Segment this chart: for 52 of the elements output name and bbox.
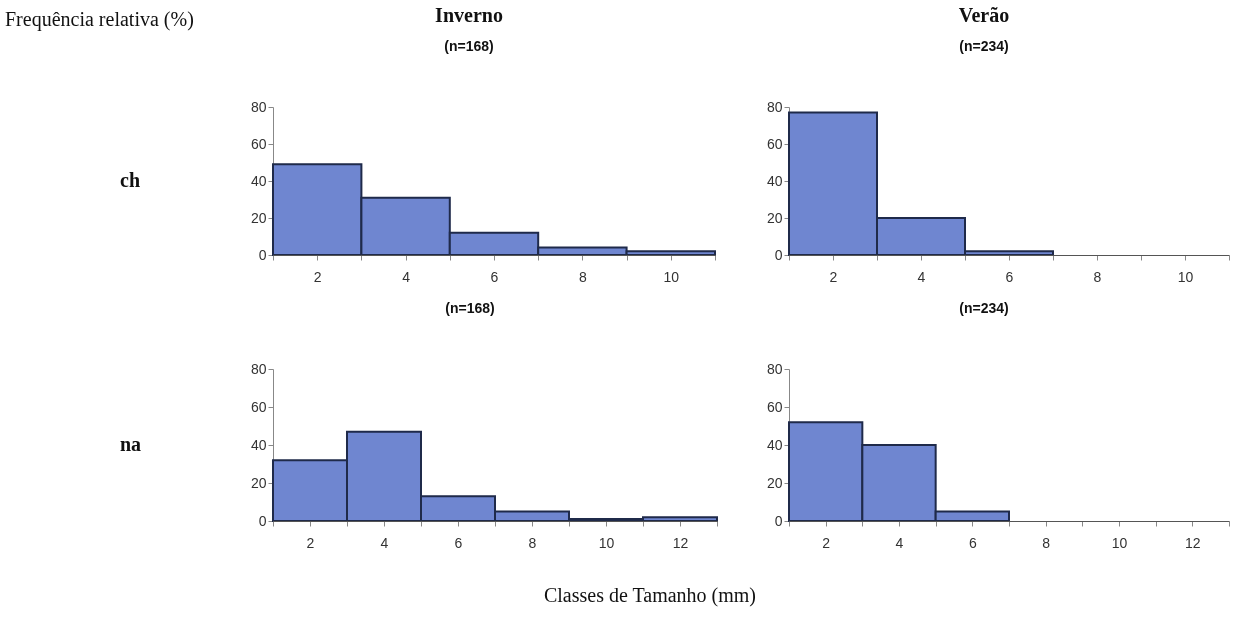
chart-subtitle: (n=234) — [959, 38, 1009, 54]
chart-title: Verão — [958, 4, 1010, 27]
x-tick-label: 8 — [579, 268, 587, 285]
y-tick-label: 20 — [766, 474, 783, 491]
x-tick-label: 10 — [663, 268, 680, 285]
y-tick-label: 20 — [250, 474, 267, 491]
x-tick-label: 6 — [490, 268, 499, 285]
x-tick-label: 8 — [1093, 268, 1102, 285]
chart-subtitle: (n=168) — [445, 300, 495, 316]
y-axis-title: na — [120, 433, 142, 456]
x-tick-label: 10 — [1111, 534, 1128, 551]
x-tick-label: 4 — [895, 534, 904, 551]
x-tick-label: 4 — [402, 268, 411, 285]
x-tick-label: 4 — [380, 534, 389, 551]
x-tick-label: 12 — [1185, 534, 1201, 551]
x-tick-label: 2 — [829, 268, 838, 285]
y-axis-title: ch — [120, 169, 140, 192]
x-tick-label: 2 — [313, 268, 322, 285]
y-tick-label: 80 — [766, 360, 783, 377]
y-tick-label: 0 — [774, 512, 783, 529]
x-tick-label: 8 — [528, 534, 537, 551]
y-tick-label: 40 — [250, 172, 267, 189]
x-tick-label: 6 — [454, 534, 463, 551]
y-tick-label: 80 — [250, 360, 267, 377]
chart-subtitle: (n=168) — [444, 38, 494, 54]
y-tick-label: 40 — [766, 172, 783, 189]
x-tick-label: 10 — [598, 534, 615, 551]
y-tick-label: 20 — [250, 209, 267, 226]
y-tick-label: 80 — [766, 98, 783, 115]
y-tick-label: 60 — [250, 135, 267, 152]
x-tick-label: 2 — [822, 534, 831, 551]
y-tick-label: 0 — [774, 246, 783, 263]
y-tick-label: 60 — [766, 398, 783, 415]
x-axis-title: Classes de Tamanho (mm) — [543, 584, 757, 607]
x-tick-label: 4 — [917, 268, 926, 285]
y-tick-label: 40 — [766, 436, 783, 453]
chart-title: Inverno — [435, 4, 503, 27]
x-tick-label: 12 — [672, 534, 689, 551]
y-tick-label: 60 — [766, 135, 783, 152]
y-tick-label: 60 — [250, 398, 267, 415]
x-tick-label: 6 — [1005, 268, 1014, 285]
x-tick-label: 6 — [968, 534, 977, 551]
y-tick-label: 0 — [258, 512, 267, 529]
y-tick-label: 20 — [766, 209, 783, 226]
y-tick-label: 80 — [250, 98, 267, 115]
y-tick-label: 0 — [258, 246, 267, 263]
y-tick-label: 40 — [250, 436, 267, 453]
x-tick-label: 8 — [1042, 534, 1051, 551]
text: Frequência relativa (%) — [5, 8, 194, 31]
chart-subtitle: (n=234) — [959, 300, 1009, 316]
x-tick-label: 10 — [1177, 268, 1194, 285]
x-tick-label: 2 — [306, 534, 315, 551]
